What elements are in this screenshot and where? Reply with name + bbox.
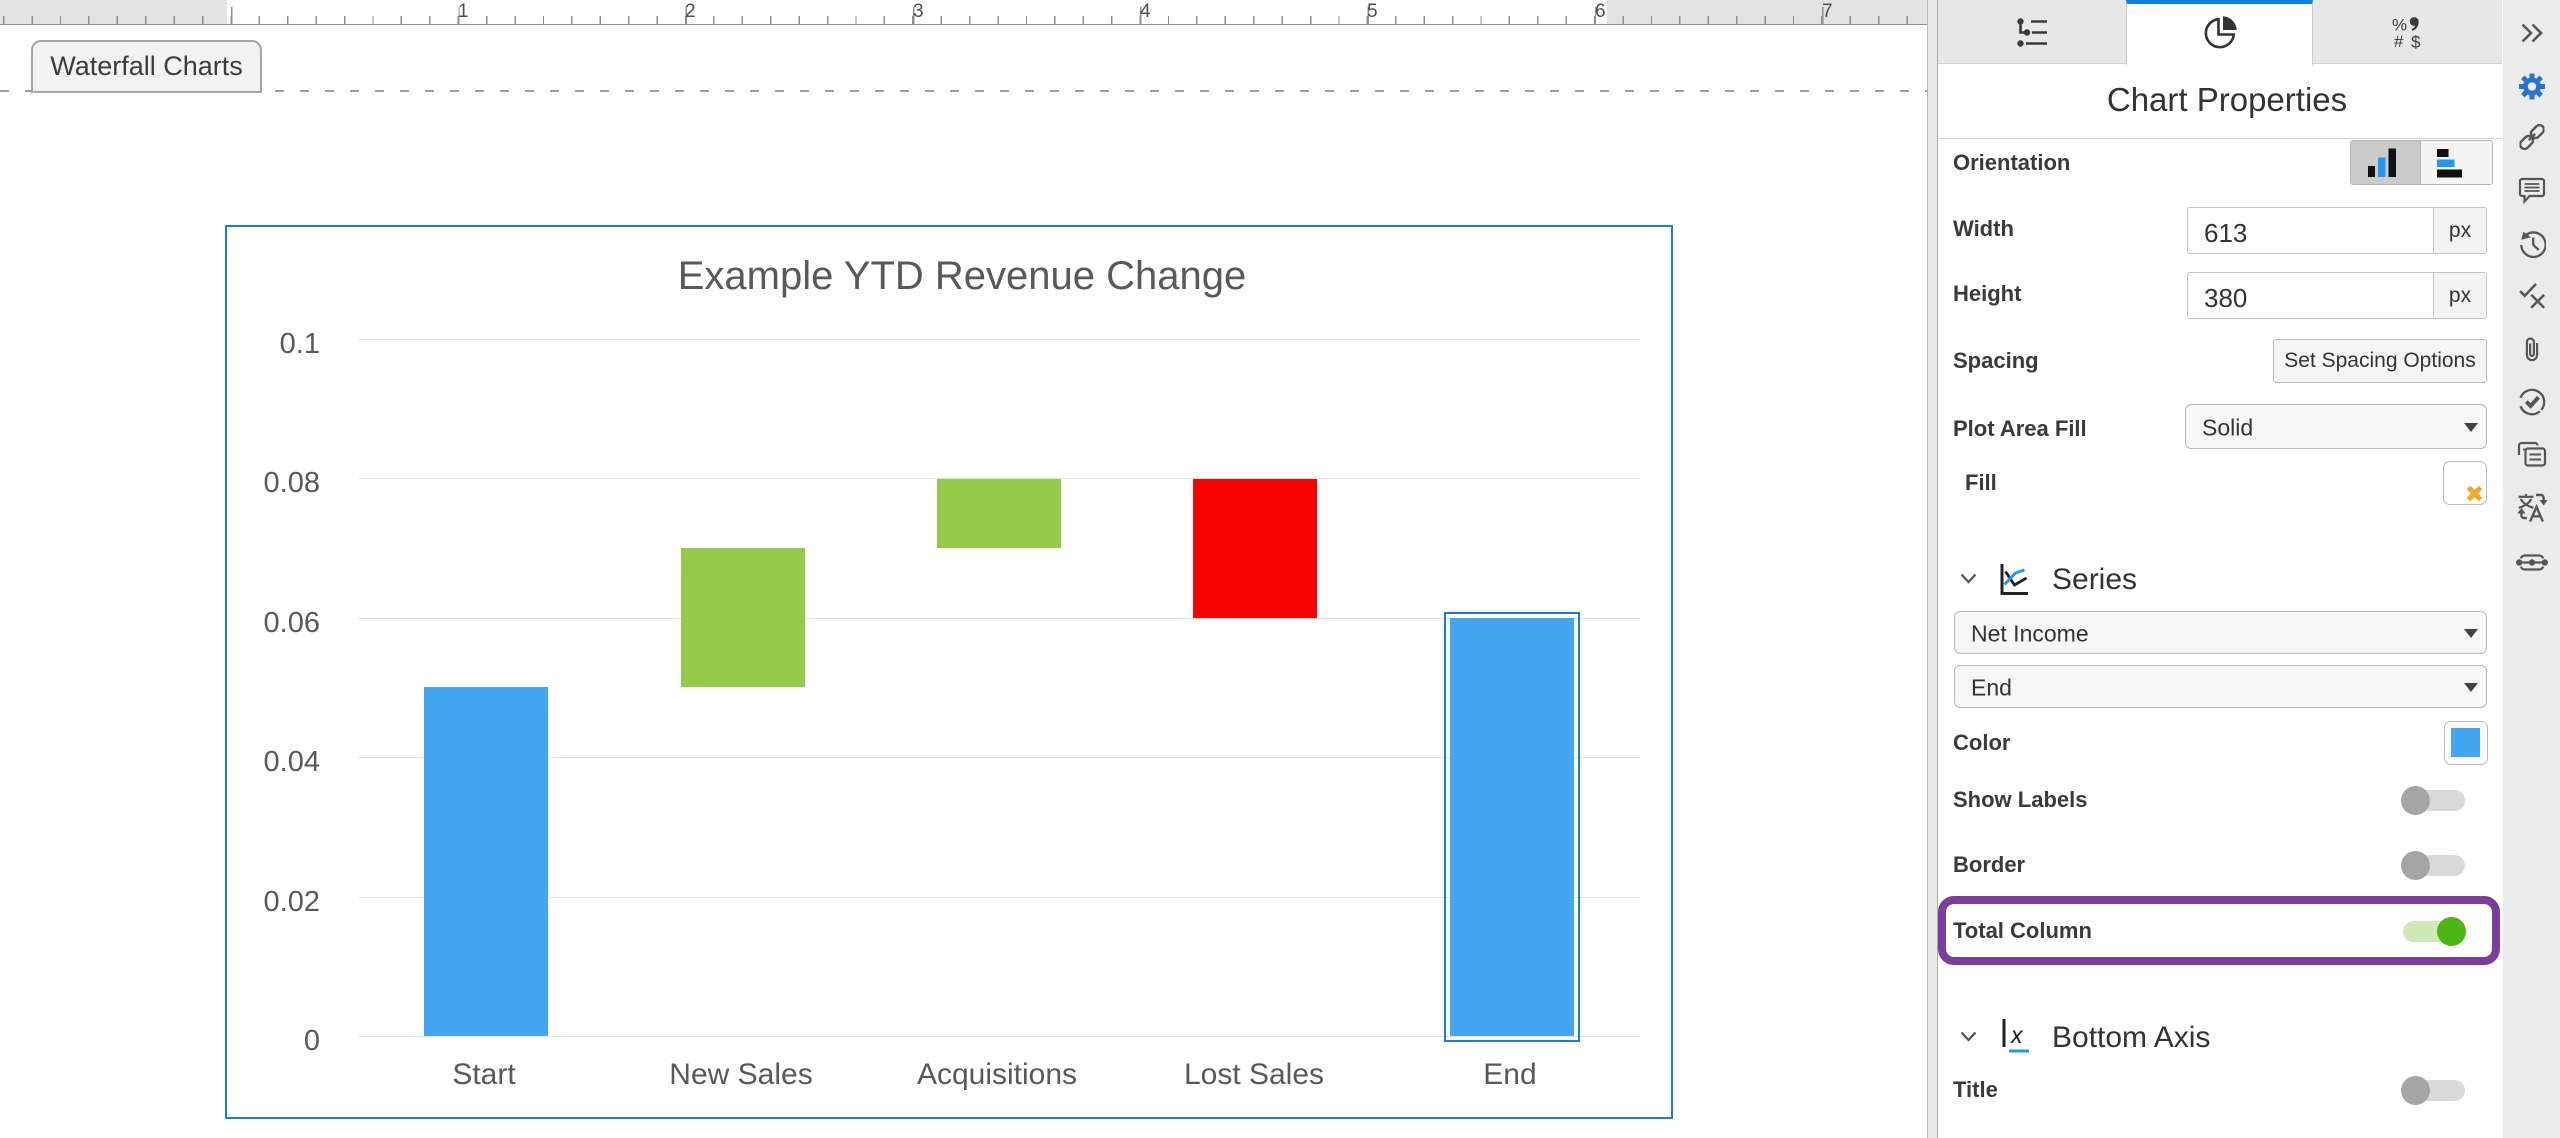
svg-text:x: x xyxy=(2010,1022,2024,1048)
svg-text:%: % xyxy=(2392,16,2407,35)
svg-text:#: # xyxy=(2394,32,2404,50)
svg-text:$: $ xyxy=(2411,33,2421,51)
